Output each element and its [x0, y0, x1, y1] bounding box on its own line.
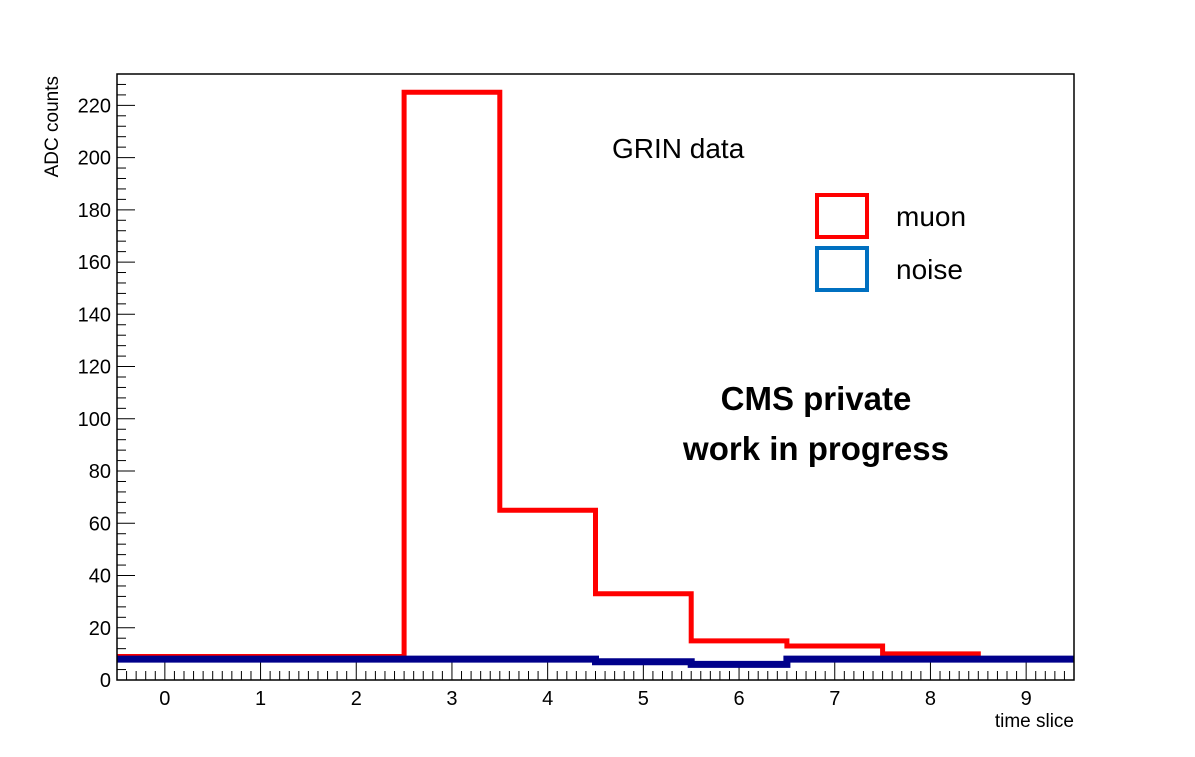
y-axis-label: ADC counts: [42, 76, 63, 177]
x-tick-label: 8: [925, 688, 936, 710]
y-tick-label: 140: [78, 304, 111, 326]
x-tick-label: 1: [255, 688, 266, 710]
y-tick-label: 40: [89, 566, 111, 588]
legend-label-noise: noise: [896, 254, 963, 285]
x-tick-label: 6: [733, 688, 744, 710]
x-tick-label: 3: [446, 688, 457, 710]
x-tick-label: 5: [638, 688, 649, 710]
x-tick-label: 7: [829, 688, 840, 710]
y-tick-label: 0: [100, 670, 111, 692]
x-tick-label: 4: [542, 688, 553, 710]
watermark-line-1: CMS private: [721, 380, 912, 417]
y-tick-label: 80: [89, 461, 111, 483]
y-tick-label: 160: [78, 252, 111, 274]
y-tick-label: 60: [89, 513, 111, 535]
x-axis-label: time slice: [995, 711, 1074, 732]
watermark-line-2: work in progress: [682, 430, 949, 467]
y-tick-label: 100: [78, 409, 111, 431]
grin-data-annotation: GRIN data: [612, 133, 745, 164]
y-tick-label: 200: [78, 148, 111, 170]
x-tick-label: 0: [159, 688, 170, 710]
y-tick-label: 220: [78, 95, 111, 117]
y-tick-label: 20: [89, 618, 111, 640]
legend-label-muon: muon: [896, 201, 966, 232]
y-tick-label: 180: [78, 200, 111, 222]
y-tick-label: 120: [78, 357, 111, 379]
x-tick-label: 9: [1021, 688, 1032, 710]
x-tick-label: 2: [351, 688, 362, 710]
